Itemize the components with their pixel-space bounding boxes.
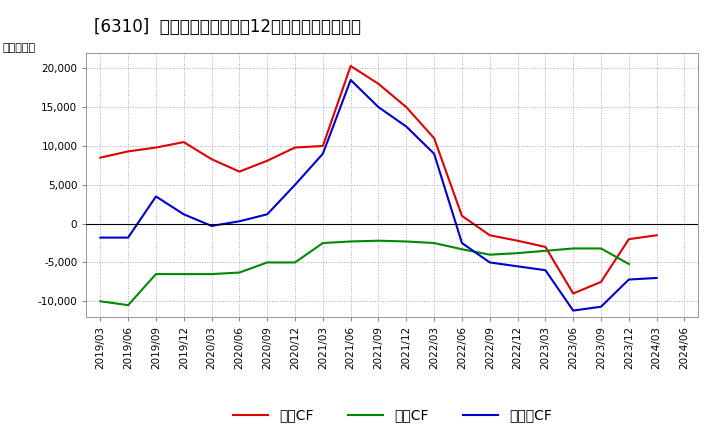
- フリーCF: [291, 182, 300, 187]
- 営業CF: [124, 149, 132, 154]
- フリーCF: [430, 151, 438, 156]
- フリーCF: [374, 105, 383, 110]
- Line: フリーCF: フリーCF: [100, 80, 657, 311]
- フリーCF: [513, 264, 522, 269]
- 営業CF: [235, 169, 243, 174]
- 投資CF: [569, 246, 577, 251]
- 投資CF: [624, 261, 633, 267]
- 営業CF: [374, 81, 383, 87]
- 営業CF: [597, 279, 606, 285]
- フリーCF: [485, 260, 494, 265]
- 投資CF: [235, 270, 243, 275]
- 営業CF: [485, 233, 494, 238]
- フリーCF: [541, 268, 550, 273]
- Text: [6310]  キャッシュフローの12か月移動合計の推移: [6310] キャッシュフローの12か月移動合計の推移: [94, 18, 361, 36]
- フリーCF: [346, 77, 355, 83]
- 投資CF: [513, 250, 522, 256]
- 営業CF: [291, 145, 300, 150]
- 営業CF: [652, 233, 661, 238]
- 営業CF: [569, 291, 577, 296]
- 営業CF: [207, 157, 216, 162]
- 投資CF: [374, 238, 383, 243]
- フリーCF: [652, 275, 661, 281]
- フリーCF: [96, 235, 104, 240]
- 営業CF: [402, 105, 410, 110]
- 投資CF: [458, 246, 467, 252]
- 投資CF: [402, 239, 410, 244]
- 投資CF: [318, 240, 327, 246]
- 営業CF: [430, 136, 438, 141]
- 投資CF: [179, 271, 188, 277]
- Line: 投資CF: 投資CF: [100, 241, 629, 305]
- 営業CF: [458, 213, 467, 219]
- 営業CF: [152, 145, 161, 150]
- フリーCF: [235, 219, 243, 224]
- 営業CF: [318, 143, 327, 149]
- Legend: 営業CF, 投資CF, フリーCF: 営業CF, 投資CF, フリーCF: [228, 403, 557, 428]
- 営業CF: [513, 238, 522, 243]
- フリーCF: [179, 212, 188, 217]
- フリーCF: [152, 194, 161, 199]
- 営業CF: [346, 63, 355, 69]
- 投資CF: [430, 240, 438, 246]
- 投資CF: [541, 248, 550, 253]
- 投資CF: [207, 271, 216, 277]
- フリーCF: [458, 240, 467, 246]
- 営業CF: [96, 155, 104, 160]
- 投資CF: [263, 260, 271, 265]
- フリーCF: [624, 277, 633, 282]
- 営業CF: [179, 139, 188, 145]
- 営業CF: [624, 237, 633, 242]
- フリーCF: [569, 308, 577, 313]
- フリーCF: [597, 304, 606, 309]
- フリーCF: [318, 151, 327, 156]
- 投資CF: [96, 299, 104, 304]
- 投資CF: [291, 260, 300, 265]
- 営業CF: [541, 244, 550, 249]
- フリーCF: [263, 212, 271, 217]
- 投資CF: [152, 271, 161, 277]
- 投資CF: [124, 303, 132, 308]
- 営業CF: [263, 158, 271, 163]
- Y-axis label: （百万円）: （百万円）: [2, 43, 36, 53]
- 投資CF: [485, 252, 494, 257]
- Line: 営業CF: 営業CF: [100, 66, 657, 293]
- フリーCF: [124, 235, 132, 240]
- フリーCF: [402, 124, 410, 129]
- フリーCF: [207, 224, 216, 229]
- 投資CF: [597, 246, 606, 251]
- 投資CF: [346, 239, 355, 244]
